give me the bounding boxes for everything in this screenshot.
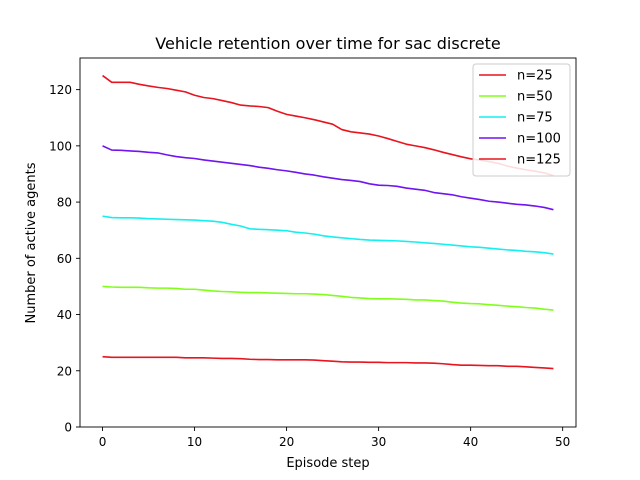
- series-line-1: [102, 355, 554, 370]
- y-axis-label: Number of active agents: [24, 162, 39, 323]
- chart-title: Vehicle retention over time for sac disc…: [155, 34, 500, 53]
- legend-label-2: n=50: [517, 90, 553, 105]
- y-tick-label: 20: [57, 364, 72, 378]
- x-tick-label: 30: [371, 435, 386, 449]
- y-tick-label: 100: [49, 139, 72, 153]
- x-tick-label: 50: [555, 435, 570, 449]
- series-line-3: [102, 215, 554, 255]
- y-tick-label: 120: [49, 83, 72, 97]
- legend-label-4: n=100: [517, 132, 561, 147]
- series-line-2: [102, 285, 554, 311]
- plot-area: [79, 57, 577, 428]
- legend-label-5: n=125: [517, 153, 561, 168]
- y-tick-label: 0: [64, 421, 72, 435]
- legend-label-3: n=75: [517, 111, 553, 126]
- x-tick-label: 0: [99, 435, 107, 449]
- y-axis: 0 20 40 60 80 100 120: [49, 83, 80, 435]
- axes-frame: [79, 57, 577, 428]
- legend-box: [472, 63, 571, 177]
- legend: n=25 n=50 n=75 n=100 n=125: [472, 63, 571, 177]
- y-tick-label: 40: [57, 308, 72, 322]
- x-tick-label: 20: [279, 435, 294, 449]
- x-tick-label: 40: [463, 435, 478, 449]
- y-tick-label: 60: [57, 252, 72, 266]
- x-tick-label: 10: [187, 435, 202, 449]
- legend-label-1: n=25: [517, 69, 553, 84]
- x-axis-label: Episode step: [286, 456, 369, 471]
- series-line-4: [102, 145, 554, 211]
- x-axis: 0 10 20 30 40 50: [99, 427, 570, 449]
- y-tick-label: 80: [57, 196, 72, 210]
